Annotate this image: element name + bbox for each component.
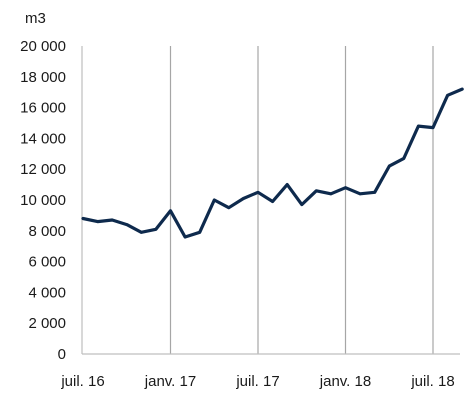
data-point [358, 192, 362, 196]
data-point [154, 227, 158, 231]
y-tick-labels: 0 2 000 4 000 6 000 8 000 10 000 12 000 14 000 1… [20, 38, 66, 363]
data-point [431, 126, 435, 129]
data-point [198, 231, 201, 234]
data-point [227, 206, 231, 209]
y-tick-label: 14 000 [20, 130, 66, 147]
data-point [140, 231, 143, 234]
y-tick-label: 8 000 [28, 223, 66, 240]
x-tick-label: juil. 17 [235, 373, 279, 390]
data-point [256, 191, 260, 194]
x-tick-label: janv. 17 [144, 373, 196, 390]
gridlines [169, 46, 434, 354]
y-tick-label: 6 000 [28, 254, 66, 271]
y-tick-label: 4 000 [28, 284, 66, 301]
data-point [81, 217, 85, 220]
data-point [212, 198, 216, 202]
data-point [96, 220, 99, 223]
data-point [402, 157, 406, 160]
data-point [417, 124, 420, 128]
data-point [300, 203, 304, 206]
data-point [285, 183, 289, 186]
x-tick-label: juil. 16 [60, 373, 104, 390]
data-point [387, 164, 391, 168]
data-point [315, 189, 318, 193]
x-tick-label: juil. 18 [410, 373, 454, 390]
data-point [110, 218, 114, 222]
unit-label: m3 [25, 10, 46, 27]
series-layer [81, 87, 464, 239]
data-point [344, 186, 347, 189]
data-point [183, 235, 187, 239]
series-line [81, 87, 464, 239]
data-point [169, 209, 172, 213]
y-tick-label: 0 [58, 346, 66, 363]
y-tick-label: 18 000 [20, 69, 66, 86]
x-tick-label: janv. 18 [319, 373, 371, 390]
y-tick-label: 2 000 [28, 315, 66, 332]
y-tick-label: 16 000 [20, 100, 66, 117]
data-point [271, 200, 274, 203]
data-point [329, 192, 333, 196]
axes [81, 46, 460, 355]
x-tick-labels: juil. 16 janv. 17 juil. 17 janv. 18 juil. 18 [60, 373, 454, 390]
data-point [125, 223, 129, 226]
data-point [373, 191, 376, 194]
data-point [242, 197, 245, 200]
y-tick-label: 10 000 [20, 192, 66, 209]
data-point [446, 93, 449, 97]
y-tick-label: 12 000 [20, 161, 66, 178]
data-point [460, 87, 464, 91]
y-tick-label: 20 000 [20, 38, 66, 55]
